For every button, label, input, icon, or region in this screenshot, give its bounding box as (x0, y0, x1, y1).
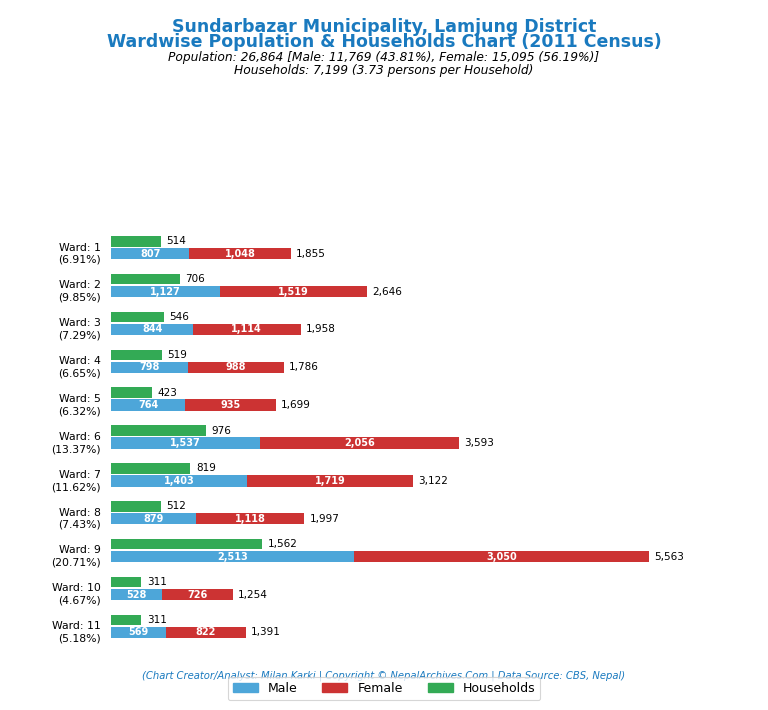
Text: 5,563: 5,563 (654, 552, 684, 562)
Text: Population: 26,864 [Male: 11,769 (43.81%), Female: 15,095 (56.19%)]: Population: 26,864 [Male: 11,769 (43.81%… (168, 51, 600, 64)
Text: 1,562: 1,562 (267, 539, 297, 549)
Text: 1,997: 1,997 (310, 514, 339, 524)
Text: 879: 879 (144, 514, 164, 524)
Bar (111, 349, 161, 360)
Bar (354, 551, 649, 562)
Text: 764: 764 (138, 400, 158, 410)
Text: 935: 935 (220, 400, 240, 410)
Text: 514: 514 (167, 236, 186, 246)
Text: 3,050: 3,050 (486, 552, 517, 562)
Text: 819: 819 (196, 464, 216, 474)
Text: 798: 798 (140, 362, 160, 372)
Bar (111, 312, 164, 322)
Text: 1,855: 1,855 (296, 248, 326, 258)
Bar (111, 286, 220, 297)
Text: 1,127: 1,127 (151, 287, 181, 297)
Legend: Male, Female, Households: Male, Female, Households (227, 677, 541, 700)
Text: 1,254: 1,254 (238, 589, 268, 599)
Bar (162, 589, 233, 600)
Bar (111, 388, 152, 398)
Text: 569: 569 (129, 628, 149, 638)
Text: 3,122: 3,122 (419, 476, 449, 486)
Bar (111, 400, 185, 411)
Bar (111, 577, 141, 587)
Bar (188, 361, 284, 373)
Bar (111, 627, 167, 638)
Text: 726: 726 (187, 589, 207, 599)
Text: 2,513: 2,513 (217, 552, 248, 562)
Bar (111, 274, 180, 285)
Text: 1,699: 1,699 (281, 400, 311, 410)
Text: 1,114: 1,114 (231, 324, 262, 334)
Text: 1,048: 1,048 (224, 248, 256, 258)
Bar (111, 589, 162, 600)
Text: 844: 844 (142, 324, 162, 334)
Bar (111, 425, 206, 436)
Text: (Chart Creator/Analyst: Milan Karki | Copyright © NepalArchives.Com | Data Sourc: (Chart Creator/Analyst: Milan Karki | Co… (142, 671, 626, 682)
Text: 1,118: 1,118 (235, 514, 266, 524)
Text: Sundarbazar Municipality, Lamjung District: Sundarbazar Municipality, Lamjung Distri… (172, 18, 596, 36)
Text: 1,519: 1,519 (278, 287, 309, 297)
Text: 807: 807 (140, 248, 161, 258)
Text: 1,958: 1,958 (306, 324, 336, 334)
Bar (111, 248, 190, 259)
Bar (185, 400, 276, 411)
Text: 988: 988 (226, 362, 247, 372)
Bar (111, 324, 193, 335)
Text: 3,593: 3,593 (464, 438, 494, 448)
Text: Wardwise Population & Households Chart (2011 Census): Wardwise Population & Households Chart (… (107, 33, 661, 51)
Bar (111, 513, 197, 525)
Bar (111, 236, 161, 246)
Text: Households: 7,199 (3.73 persons per Household): Households: 7,199 (3.73 persons per Hous… (234, 64, 534, 77)
Text: 519: 519 (167, 350, 187, 360)
Text: 706: 706 (185, 274, 204, 284)
Text: 976: 976 (211, 425, 231, 435)
Text: 423: 423 (157, 388, 177, 398)
Bar (111, 539, 263, 550)
Bar (167, 627, 246, 638)
Bar (190, 248, 290, 259)
Bar (111, 475, 247, 486)
Bar (111, 463, 190, 474)
Text: 2,056: 2,056 (344, 438, 375, 448)
Text: 822: 822 (196, 628, 217, 638)
Text: 311: 311 (147, 615, 167, 625)
Bar (197, 513, 304, 525)
Bar (111, 615, 141, 626)
Bar (111, 551, 354, 562)
Bar (111, 361, 188, 373)
Text: 546: 546 (170, 312, 189, 322)
Text: 1,786: 1,786 (290, 362, 319, 372)
Bar (260, 437, 458, 449)
Text: 1,719: 1,719 (315, 476, 346, 486)
Text: 1,403: 1,403 (164, 476, 194, 486)
Bar (220, 286, 367, 297)
Text: 528: 528 (127, 589, 147, 599)
Text: 512: 512 (166, 501, 186, 511)
Text: 1,391: 1,391 (251, 628, 281, 638)
Bar (193, 324, 300, 335)
Bar (111, 501, 161, 512)
Bar (111, 437, 260, 449)
Text: 1,537: 1,537 (170, 438, 201, 448)
Bar (247, 475, 413, 486)
Text: 311: 311 (147, 577, 167, 587)
Text: 2,646: 2,646 (372, 287, 402, 297)
